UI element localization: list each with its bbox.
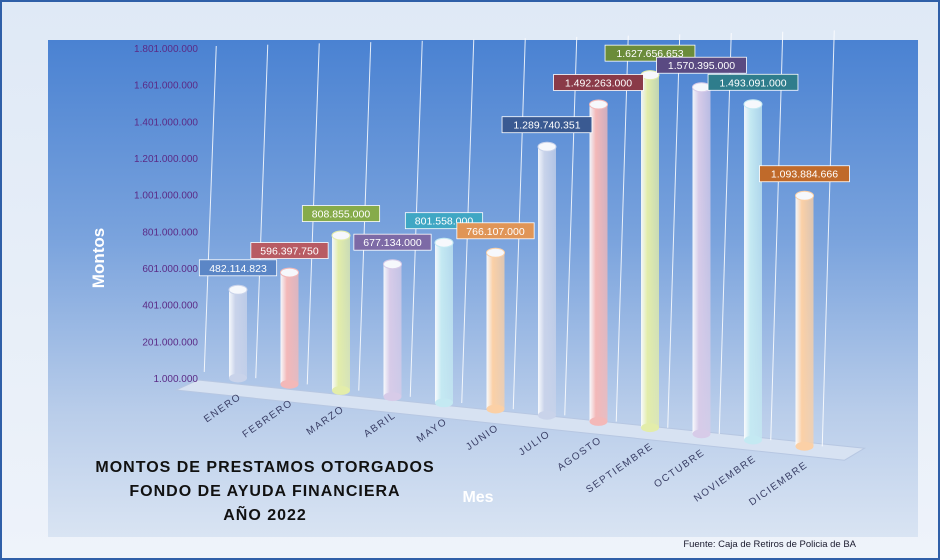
x-tick-label: JULIO — [517, 429, 553, 459]
svg-text:677.134.000: 677.134.000 — [363, 237, 422, 249]
x-tick-label: DICIEMBRE — [747, 460, 810, 509]
data-label: 1.492.263.000 — [553, 74, 644, 91]
bar-octubre — [692, 82, 711, 439]
gridline — [667, 34, 681, 428]
gridline — [821, 30, 835, 447]
data-label: 677.134.000 — [353, 233, 432, 251]
svg-text:1.493.091.000: 1.493.091.000 — [719, 77, 786, 89]
chart-title-line-3: AÑO 2022 — [223, 507, 307, 524]
y-tick-label: 801.000.000 — [142, 227, 198, 238]
chart-title: MONTOS DE PRESTAMOS OTORGADOS FONDO DE A… — [60, 456, 470, 528]
gridline — [615, 35, 629, 422]
svg-text:596.397.750: 596.397.750 — [260, 246, 319, 258]
data-label: 1.493.091.000 — [707, 73, 799, 91]
gridline — [770, 31, 784, 441]
y-tick-label: 1.201.000.000 — [134, 154, 198, 165]
bar-abril — [383, 259, 402, 402]
y-axis-title: Montos — [89, 228, 108, 288]
data-label: 1.289.740.351 — [501, 116, 593, 134]
x-tick-label: FEBRERO — [241, 398, 296, 441]
svg-text:482.114.823: 482.114.823 — [209, 263, 267, 275]
bar-agosto — [589, 99, 608, 426]
svg-text:1.570.395.000: 1.570.395.000 — [668, 60, 735, 72]
chart-title-line-1: MONTOS DE PRESTAMOS OTORGADOS — [95, 459, 435, 476]
bar-enero — [228, 284, 248, 383]
svg-text:1.093.884.666: 1.093.884.666 — [771, 169, 838, 181]
gridline — [255, 44, 269, 379]
y-tick-label: 1.401.000.000 — [134, 117, 198, 128]
data-labels: 482.114.823 596.397.750 808.855.000 677.134… — [198, 44, 850, 277]
data-label: 1.570.395.000 — [656, 56, 747, 74]
plot-area — [48, 40, 918, 537]
y-axis-ticks: 1.000.000 201.000.000 401.000.000 601.000.0… — [134, 44, 198, 385]
gridline — [564, 36, 578, 416]
bar-noviembre — [743, 99, 763, 445]
bar-diciembre — [795, 190, 814, 451]
svg-text:808.855.000: 808.855.000 — [312, 209, 371, 221]
data-label: 766.107.000 — [456, 222, 535, 240]
bar-febrero — [280, 267, 299, 389]
bar-julio — [537, 141, 557, 420]
gridline — [203, 45, 217, 373]
data-label: 808.855.000 — [301, 205, 381, 222]
y-tick-label: 1.601.000.000 — [134, 81, 198, 92]
x-tick-label: JUNIO — [464, 422, 501, 453]
x-tick-label: ABRIL — [362, 410, 398, 440]
y-tick-label: 401.000.000 — [142, 301, 198, 312]
gridline — [718, 32, 732, 435]
data-label: 596.397.750 — [250, 242, 329, 259]
x-tick-label: OCTUBRE — [652, 447, 707, 490]
x-axis-title: Mes — [462, 489, 493, 506]
svg-text:766.107.000: 766.107.000 — [466, 226, 525, 238]
svg-text:1.289.740.351: 1.289.740.351 — [513, 120, 580, 132]
y-tick-label: 601.000.000 — [142, 264, 198, 275]
x-tick-label: MARZO — [305, 404, 347, 438]
source-note: Fuente: Caja de Retiros de Policia de BA — [683, 539, 856, 550]
y-tick-label: 1.001.000.000 — [134, 191, 198, 202]
y-tick-label: 1.801.000.000 — [134, 44, 198, 55]
data-label: 1.093.884.666 — [759, 165, 850, 183]
bar-marzo — [331, 230, 351, 395]
bar-junio — [486, 247, 505, 414]
x-tick-label: AGOSTO — [556, 435, 605, 474]
x-tick-label: ENERO — [202, 391, 244, 425]
svg-text:1.492.263.000: 1.492.263.000 — [565, 78, 632, 90]
y-tick-label: 1.000.000 — [154, 374, 199, 385]
bars — [228, 70, 814, 451]
bar-septiembre — [640, 70, 660, 433]
bar-mayo — [434, 237, 454, 408]
y-tick-label: 201.000.000 — [142, 337, 198, 348]
x-tick-label: MAYO — [415, 416, 450, 445]
data-label: 482.114.823 — [198, 259, 278, 277]
x-tick-label: NOVIEMBRE — [692, 453, 759, 504]
chart-title-line-2: FONDO DE AYUDA FINANCIERA — [129, 483, 401, 500]
